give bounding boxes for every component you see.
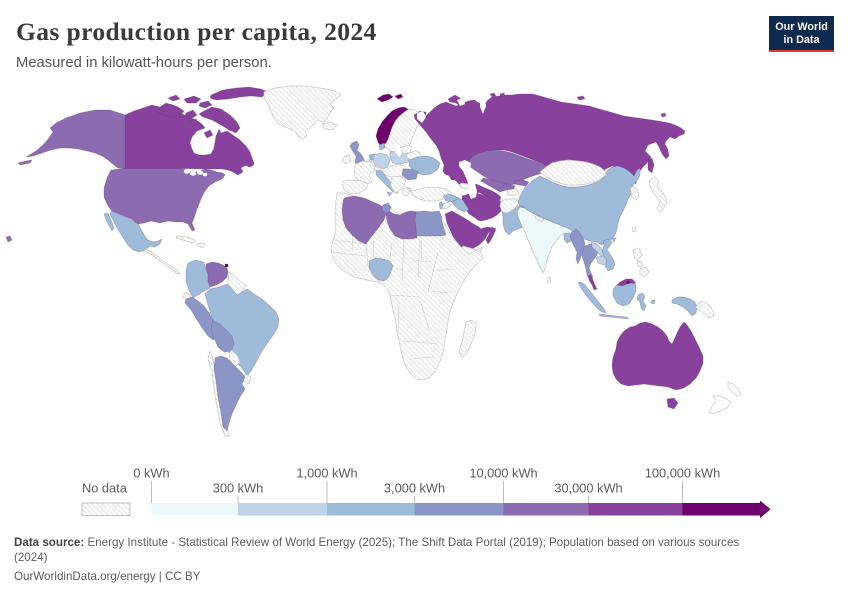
svg-text:300 kWh: 300 kWh [213, 481, 264, 496]
svg-text:No data: No data [82, 481, 128, 496]
svg-text:100,000 kWh: 100,000 kWh [645, 466, 720, 481]
svg-text:0 kWh: 0 kWh [133, 466, 169, 481]
svg-text:10,000 kWh: 10,000 kWh [469, 466, 537, 481]
svg-text:1,000 kWh: 1,000 kWh [296, 466, 357, 481]
svg-text:3,000 kWh: 3,000 kWh [384, 481, 445, 496]
svg-text:30,000 kWh: 30,000 kWh [554, 481, 622, 496]
